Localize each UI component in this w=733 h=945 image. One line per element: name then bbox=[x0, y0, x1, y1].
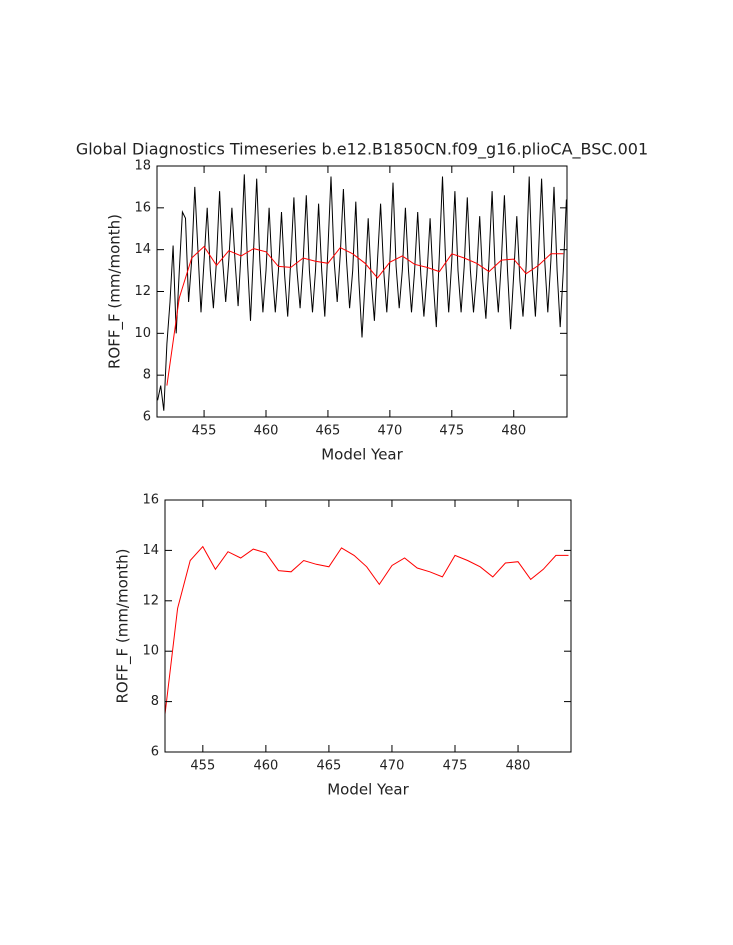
y-tick-label: 12 bbox=[134, 284, 151, 299]
data-line bbox=[166, 245, 564, 386]
plot-frame bbox=[156, 165, 568, 418]
x-tick-label: 465 bbox=[316, 759, 341, 774]
y-axis-label: ROFF_F (mm/month) bbox=[106, 214, 125, 369]
data-line bbox=[157, 174, 567, 411]
y-tick-label: 10 bbox=[142, 644, 159, 659]
y-tick-label: 6 bbox=[151, 745, 159, 760]
y-tick-label: 6 bbox=[143, 410, 151, 425]
y-tick-label: 14 bbox=[134, 242, 151, 257]
x-tick-label: 460 bbox=[253, 759, 278, 774]
y-tick-label: 16 bbox=[142, 493, 159, 508]
x-tick-label: 475 bbox=[439, 424, 464, 439]
y-tick-label: 10 bbox=[134, 326, 151, 341]
x-tick-label: 455 bbox=[192, 424, 217, 439]
x-tick-label: 465 bbox=[316, 424, 341, 439]
y-axis-label: ROFF_F (mm/month) bbox=[114, 548, 133, 703]
y-tick-label: 8 bbox=[151, 694, 159, 709]
plot-frame bbox=[164, 499, 572, 753]
x-axis-label: Model Year bbox=[327, 781, 409, 799]
x-tick-label: 480 bbox=[506, 759, 531, 774]
y-tick-label: 14 bbox=[142, 543, 159, 558]
data-line bbox=[164, 545, 569, 715]
x-tick-label: 475 bbox=[443, 759, 468, 774]
x-tick-label: 480 bbox=[501, 424, 526, 439]
x-tick-label: 455 bbox=[190, 759, 215, 774]
x-tick-label: 470 bbox=[377, 424, 402, 439]
x-tick-label: 460 bbox=[254, 424, 279, 439]
chart-title: Global Diagnostics Timeseries b.e12.B185… bbox=[76, 140, 648, 160]
x-axis-label: Model Year bbox=[321, 446, 403, 464]
y-tick-label: 16 bbox=[134, 200, 151, 215]
y-tick-label: 12 bbox=[142, 593, 159, 608]
x-tick-label: 470 bbox=[380, 759, 405, 774]
y-tick-label: 18 bbox=[134, 159, 151, 174]
y-tick-label: 8 bbox=[143, 368, 151, 383]
